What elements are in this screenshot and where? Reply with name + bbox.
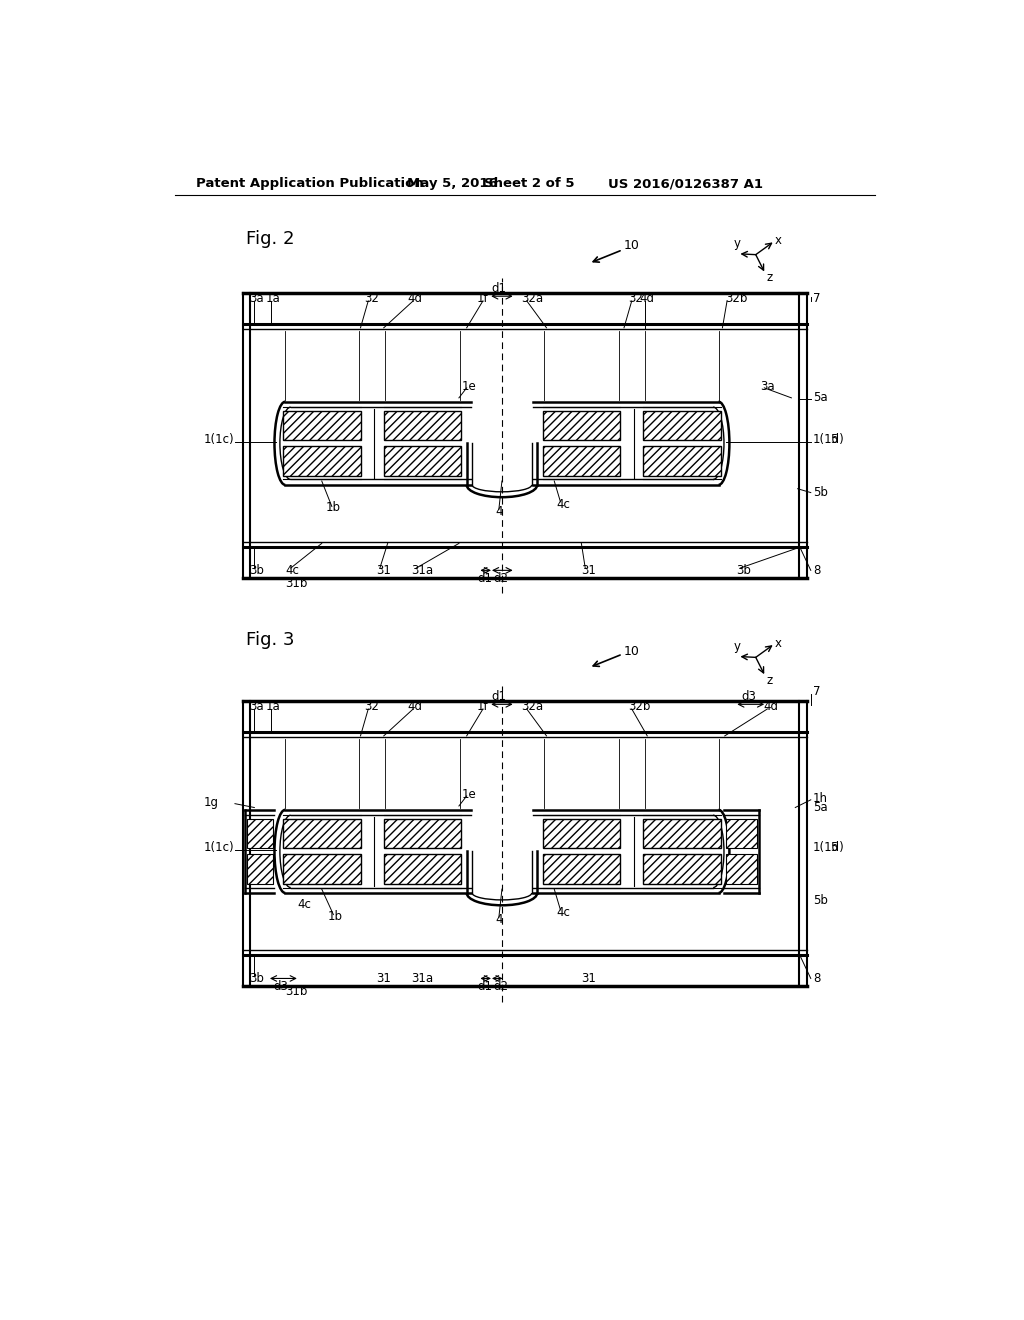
- Text: d2: d2: [494, 573, 508, 585]
- Bar: [283, 818, 360, 849]
- Text: 7: 7: [813, 685, 820, 698]
- Text: 4d: 4d: [407, 292, 422, 305]
- Text: May 5, 2016: May 5, 2016: [407, 177, 498, 190]
- Text: 3b: 3b: [249, 972, 264, 985]
- Text: 3b: 3b: [249, 564, 264, 577]
- Text: 31a: 31a: [411, 564, 433, 577]
- Text: 3b: 3b: [736, 564, 752, 577]
- Text: 1f: 1f: [477, 700, 488, 713]
- Text: 7: 7: [813, 292, 820, 305]
- Text: 32: 32: [628, 292, 643, 305]
- Bar: [543, 411, 621, 441]
- Text: 1b: 1b: [328, 909, 343, 923]
- Text: 1g: 1g: [204, 796, 219, 809]
- Text: Fig. 3: Fig. 3: [246, 631, 294, 648]
- Bar: [643, 446, 721, 475]
- Bar: [643, 411, 721, 441]
- Text: 31: 31: [376, 564, 391, 577]
- Text: 5b: 5b: [813, 894, 828, 907]
- Text: 1f: 1f: [477, 292, 488, 305]
- Text: 4d: 4d: [407, 700, 422, 713]
- Text: 5b: 5b: [813, 486, 828, 499]
- Text: d1: d1: [477, 981, 493, 994]
- Text: d2: d2: [494, 981, 508, 994]
- Text: 4c: 4c: [557, 906, 570, 919]
- Text: 32b: 32b: [725, 292, 748, 305]
- Bar: [247, 854, 273, 884]
- Bar: [543, 854, 621, 884]
- Text: 4: 4: [496, 506, 503, 519]
- Text: 5: 5: [830, 433, 838, 446]
- Text: 32: 32: [365, 700, 379, 713]
- Bar: [726, 818, 758, 849]
- Text: US 2016/0126387 A1: US 2016/0126387 A1: [608, 177, 764, 190]
- Bar: [384, 854, 461, 884]
- Text: 4c: 4c: [286, 564, 299, 577]
- Text: 32a: 32a: [521, 700, 544, 713]
- Bar: [543, 446, 621, 475]
- Text: d3: d3: [741, 690, 756, 704]
- Text: z: z: [767, 675, 773, 686]
- Text: 32b: 32b: [628, 700, 650, 713]
- Text: z: z: [767, 271, 773, 284]
- Text: 31b: 31b: [286, 577, 307, 590]
- Text: 1e: 1e: [461, 788, 476, 801]
- Bar: [384, 818, 461, 849]
- Text: 4: 4: [496, 913, 503, 927]
- Text: 4d: 4d: [640, 292, 654, 305]
- Text: 1a: 1a: [266, 292, 281, 305]
- Text: 1(1d): 1(1d): [813, 841, 845, 854]
- Text: 3a: 3a: [761, 380, 775, 393]
- Bar: [643, 818, 721, 849]
- Text: 3a: 3a: [249, 292, 263, 305]
- Text: 10: 10: [624, 644, 640, 657]
- Text: d1: d1: [492, 690, 507, 704]
- Bar: [384, 446, 461, 475]
- Text: 4d: 4d: [764, 700, 778, 713]
- Text: 32a: 32a: [521, 292, 544, 305]
- Text: 1e: 1e: [461, 380, 476, 393]
- Text: d1: d1: [477, 573, 493, 585]
- Bar: [726, 854, 758, 884]
- Text: 10: 10: [624, 239, 640, 252]
- Text: 31b: 31b: [286, 985, 307, 998]
- Bar: [384, 411, 461, 441]
- Text: 1b: 1b: [326, 502, 341, 515]
- Bar: [643, 854, 721, 884]
- Text: 5a: 5a: [813, 801, 827, 814]
- Text: 32: 32: [365, 292, 379, 305]
- Bar: [283, 411, 360, 441]
- Text: y: y: [734, 238, 741, 251]
- Text: 31: 31: [582, 972, 596, 985]
- Text: 1a: 1a: [266, 700, 281, 713]
- Text: 8: 8: [813, 564, 820, 577]
- Text: y: y: [734, 640, 741, 653]
- Text: 1(1d): 1(1d): [813, 433, 845, 446]
- Text: 31a: 31a: [411, 972, 433, 985]
- Text: d1: d1: [492, 282, 507, 296]
- Bar: [543, 818, 621, 849]
- Text: 5a: 5a: [813, 391, 827, 404]
- Text: Sheet 2 of 5: Sheet 2 of 5: [484, 177, 575, 190]
- Text: 1(1c): 1(1c): [204, 841, 234, 854]
- Text: 1(1c): 1(1c): [204, 433, 234, 446]
- Text: 31: 31: [376, 972, 391, 985]
- Text: 8: 8: [813, 972, 820, 985]
- Text: 5: 5: [830, 841, 838, 854]
- Text: Patent Application Publication: Patent Application Publication: [197, 177, 424, 190]
- Text: 3a: 3a: [249, 700, 263, 713]
- Text: Fig. 2: Fig. 2: [246, 230, 294, 248]
- Text: x: x: [775, 234, 782, 247]
- Bar: [247, 818, 273, 849]
- Text: d3: d3: [273, 981, 289, 994]
- Text: 4c: 4c: [297, 898, 311, 911]
- Text: 31: 31: [582, 564, 596, 577]
- Text: x: x: [775, 638, 782, 649]
- Bar: [283, 854, 360, 884]
- Bar: [283, 446, 360, 475]
- Text: 4c: 4c: [557, 498, 570, 511]
- Text: 1h: 1h: [813, 792, 828, 805]
